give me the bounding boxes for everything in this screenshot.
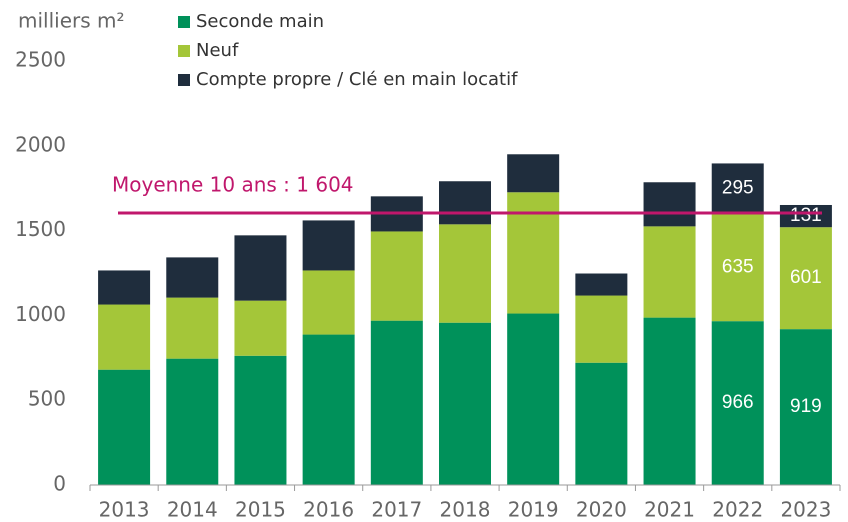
bar-segment: [711, 163, 764, 214]
bar-segment: [643, 317, 696, 485]
bar-segment: [507, 192, 560, 314]
legend-swatch: [178, 16, 190, 28]
bar-segment: [575, 273, 628, 296]
value-label: 919: [790, 396, 822, 417]
bar-segment: [779, 329, 832, 485]
bar-segment: [302, 220, 355, 271]
legend-label: Neuf: [196, 40, 239, 61]
bar-segment: [507, 313, 560, 485]
value-label: 601: [790, 267, 822, 288]
bar-segment: [507, 154, 560, 193]
y-tick-label: 1000: [15, 302, 66, 326]
value-label: 635: [722, 256, 754, 277]
bar-segment: [302, 334, 355, 485]
bar-segment: [779, 227, 832, 330]
x-tick-label: 2023: [780, 498, 831, 522]
bar-segment: [711, 213, 764, 322]
average-label: Moyenne 10 ans : 1 604: [112, 173, 354, 197]
x-tick-label: 2021: [644, 498, 695, 522]
y-axis-label: milliers m²: [18, 9, 125, 33]
x-tick-label: 2016: [303, 498, 354, 522]
legend-label: Compte propre / Clé en main locatif: [196, 69, 518, 90]
bar-segment: [370, 320, 423, 485]
x-tick-label: 2022: [712, 498, 763, 522]
y-tick-label: 1500: [15, 217, 66, 241]
bar-segment: [234, 300, 287, 356]
bar-segment: [439, 181, 491, 225]
value-label: 966: [722, 392, 754, 413]
bar-segment: [98, 304, 151, 370]
x-tick-label: 2020: [576, 498, 627, 522]
x-tick-label: 2013: [99, 498, 150, 522]
bar-segment: [439, 322, 491, 485]
legend-swatch: [178, 45, 190, 57]
x-tick-label: 2019: [508, 498, 559, 522]
value-label: 131: [790, 205, 822, 226]
bar-segment: [98, 369, 151, 485]
x-tick-label: 2018: [440, 498, 491, 522]
bar-segment: [98, 270, 151, 305]
legend-swatch: [178, 74, 190, 86]
bar-segment: [234, 235, 287, 301]
y-tick-label: 0: [53, 472, 66, 496]
y-tick-label: 500: [28, 387, 66, 411]
bar-segment: [575, 362, 628, 485]
bar-segment: [439, 224, 491, 323]
bar-segment: [370, 231, 423, 321]
x-tick-label: 2015: [235, 498, 286, 522]
bar-segment: [643, 182, 696, 227]
bar-segment: [711, 321, 764, 485]
bar-segment: [643, 226, 696, 318]
y-tick-label: 2000: [15, 132, 66, 156]
x-tick-label: 2017: [371, 498, 422, 522]
bar-segment: [779, 204, 832, 228]
legend-label: Seconde main: [196, 11, 324, 32]
bar-segment: [166, 297, 219, 359]
x-tick-label: 2014: [167, 498, 218, 522]
bar-segment: [302, 270, 355, 335]
bar-segment: [166, 358, 219, 485]
value-label: 295: [722, 177, 754, 198]
bar-segment: [234, 355, 287, 485]
y-tick-label: 2500: [15, 48, 66, 72]
bar-segment: [575, 295, 628, 363]
bar-segment: [166, 257, 219, 298]
